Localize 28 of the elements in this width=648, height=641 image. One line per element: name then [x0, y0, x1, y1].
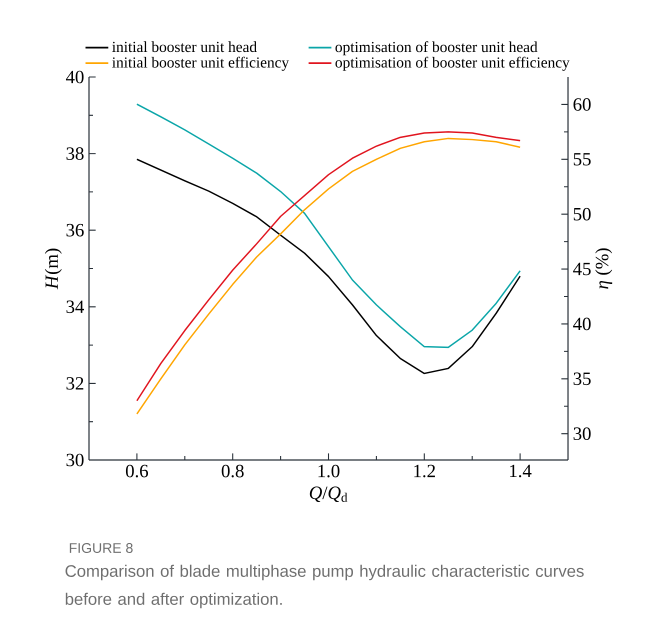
legend-label: initial booster unit head: [112, 41, 257, 52]
x-tick-label: 1.2: [414, 464, 435, 478]
y2-tick-label: 50: [574, 208, 591, 220]
x-tick-label: 0.6: [126, 464, 148, 478]
x-tick-label: 1.4: [510, 464, 532, 478]
y2-tick-label: 45: [573, 262, 591, 276]
legend-label: initial booster unit efficiency: [112, 56, 290, 71]
y2-tick-label: 35: [574, 372, 591, 386]
y-tick-label: 40: [66, 70, 84, 84]
y2-axis-title: η (%): [595, 248, 612, 289]
caption: FIGURE 8: [70, 543, 133, 553]
y-tick-label: 38: [66, 147, 84, 160]
y-tick-label: 32: [66, 377, 84, 390]
text: Comparison of blade multiphase pump hydraulic characteristic curves before and after optimization.: [66, 564, 584, 608]
legend-label: optimisation of booster unit head: [336, 41, 538, 56]
y2-tick-label: 60: [574, 98, 591, 111]
y-tick-label: 36: [66, 224, 84, 236]
x-axis-title: Q/Q$_{d}$: [310, 486, 348, 502]
line-series: [136, 158, 521, 374]
y2-tick-label: 30: [574, 427, 591, 440]
y-tick-label: 34: [66, 300, 84, 314]
y-tick-label: 30: [66, 454, 84, 466]
y-axis-title: H(m): [44, 248, 62, 290]
x-tick-label: 1.0: [318, 464, 340, 478]
y2-tick-label: 55: [574, 153, 591, 166]
x-tick-label: 0.8: [222, 464, 244, 478]
y2-tick-label: 40: [573, 318, 591, 330]
legend-label: optimisation of booster unit efficiency: [336, 56, 570, 71]
